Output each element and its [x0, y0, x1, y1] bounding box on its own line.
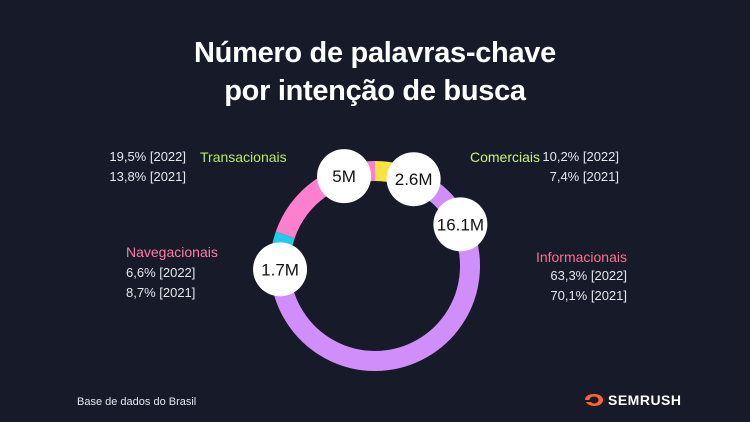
stat-informacionais-2022: 63,3% [2022] [550, 268, 627, 283]
title-line-1: Número de palavras-chave [194, 37, 556, 69]
value-bubble-navegacionais: 1.7M [253, 242, 308, 297]
value-label-comerciais: 2.6M [395, 170, 433, 189]
stat-comerciais-2022: 10,2% [2022] [542, 149, 619, 164]
bubble-circle [386, 152, 441, 207]
stat-comerciais-2021: 7,4% [2021] [549, 169, 619, 184]
value-bubble-informacionais: 16.1M [433, 197, 488, 252]
chart-title: Número de palavras-chave por intenção de… [0, 34, 750, 110]
value-bubble-transacionais: 5M [317, 149, 372, 204]
value-label-navegacionais: 1.7M [261, 260, 299, 279]
stat-navegacionais-2022: 6,6% [2022] [126, 265, 196, 280]
stat-transacionais-2022: 19,5% [2022] [109, 149, 186, 164]
bubble-circle [253, 242, 308, 297]
footer-source: Base de dados do Brasil [77, 396, 197, 408]
stats-informacionais: 63,3% [2022] 70,1% [2021] [550, 266, 627, 306]
label-navegacionais: Navegacionais [126, 244, 218, 260]
label-comerciais: Comerciais [470, 149, 541, 165]
value-label-informacionais: 16.1M [437, 215, 484, 234]
stat-navegacionais-2021: 8,7% [2021] [126, 285, 196, 300]
stat-informacionais-2021: 70,1% [2021] [550, 288, 627, 303]
bubble-circle [433, 197, 488, 252]
label-transacionais: Transacionais [200, 149, 287, 165]
value-label-transacionais: 5M [332, 167, 356, 186]
label-informacionais: Informacionais [535, 249, 627, 265]
semrush-flame-icon [585, 394, 603, 406]
brand-logo: SEMRUSH [584, 392, 682, 408]
brand-name: SEMRUSH [608, 392, 682, 408]
stats-transacionais: 19,5% [2022] 13,8% [2021] [109, 147, 186, 187]
title-line-2: por intenção de busca [224, 75, 526, 107]
stats-navegacionais: 6,6% [2022] 8,7% [2021] [126, 263, 195, 303]
bubble-circle [317, 149, 372, 204]
value-bubble-comerciais: 2.6M [386, 152, 441, 207]
stats-comerciais: 10,2% [2022] 7,4% [2021] [542, 147, 619, 187]
stat-transacionais-2021: 13,8% [2021] [109, 169, 186, 184]
